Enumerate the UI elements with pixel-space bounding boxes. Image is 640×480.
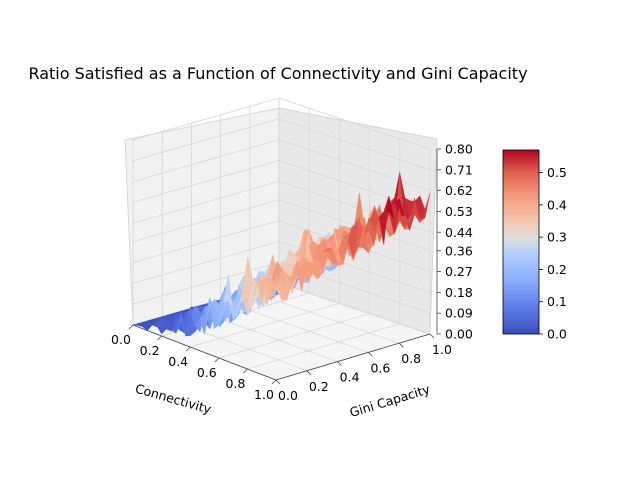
colorbar-tick-label: 0.5 xyxy=(547,165,567,180)
surface-patch xyxy=(271,275,282,302)
y-tick-mark xyxy=(368,352,373,357)
z-tick-label: 0.44 xyxy=(445,225,473,240)
x-tick-label: 1.0 xyxy=(254,387,274,402)
z-tick-label: 0.53 xyxy=(445,204,473,219)
y-axis-line xyxy=(275,333,431,381)
x-tick-label: 0.8 xyxy=(225,376,245,391)
x-tick-mark xyxy=(214,357,220,363)
colorbar-tick-label: 0.0 xyxy=(547,327,567,342)
z-tick-label: 0.62 xyxy=(445,183,473,198)
colorbar-tick-label: 0.4 xyxy=(547,197,567,212)
x-tick-mark xyxy=(271,379,277,385)
y-tick-label: 1.0 xyxy=(432,342,452,357)
floor-grid-line-y xyxy=(249,291,400,344)
y-tick-label: 0.0 xyxy=(278,388,298,403)
z-tick-label: 0.36 xyxy=(445,243,473,258)
z-tick-label: 0.09 xyxy=(445,306,473,321)
pane-group xyxy=(124,107,438,381)
y-tick-mark xyxy=(337,361,342,366)
x-tick-mark xyxy=(243,368,248,374)
floor-grid-line-x xyxy=(190,303,340,348)
chart-title: Ratio Satisfied as a Function of Connect… xyxy=(28,64,527,83)
x-tick-label: 0.2 xyxy=(140,343,160,358)
z-tick-label: 0.00 xyxy=(445,327,473,342)
surface-mesh xyxy=(132,172,431,337)
colorbar-tick-label: 0.1 xyxy=(547,294,567,309)
z-grid-line xyxy=(132,220,431,272)
y-tick-label: 0.2 xyxy=(309,379,329,394)
colorbar-tick-label: 0.2 xyxy=(547,262,567,277)
x-tick-label: 0.6 xyxy=(197,365,217,380)
colorbar-tick-label: 0.3 xyxy=(547,230,567,245)
z-grid-line xyxy=(132,118,431,171)
y-axis-label: Gini Capacity xyxy=(348,381,432,420)
floor-grid-line-x xyxy=(218,313,370,359)
x-tick-mark xyxy=(157,335,162,341)
z-tick-label: 0.80 xyxy=(445,142,473,157)
floor-grid-line-x xyxy=(247,323,400,370)
z-tick-label: 0.18 xyxy=(445,285,473,300)
x-axis-label: Connectivity xyxy=(134,381,214,417)
colorbar-gradient xyxy=(502,149,540,335)
tick-labels: 0.00.20.40.60.81.0 0.00.20.40.60.81.00.00… xyxy=(111,142,473,404)
x-tick-mark xyxy=(128,324,134,330)
x-tick-label: 0.0 xyxy=(111,332,131,347)
y-tick-mark xyxy=(275,379,281,385)
z-grid-line xyxy=(132,97,431,150)
x-tick-mark xyxy=(185,346,191,352)
colorbar-ticks: 0.0 0.1 0.2 0.3 0.4 0.5 xyxy=(539,165,567,342)
y-tick-mark xyxy=(398,342,404,348)
z-grid-line xyxy=(132,240,431,293)
y-tick-label: 0.8 xyxy=(401,351,421,366)
y-tick-label: 0.6 xyxy=(370,360,390,375)
z-grid-line xyxy=(132,160,431,212)
y-tick-mark xyxy=(306,370,312,376)
y-tick-label: 0.4 xyxy=(340,370,360,385)
axis-lines xyxy=(132,149,438,381)
z-tick-label: 0.27 xyxy=(445,264,473,279)
y-tick-mark xyxy=(429,333,435,339)
x-tick-label: 0.4 xyxy=(168,354,188,369)
z-tick-label: 0.71 xyxy=(445,162,473,177)
x-axis-line xyxy=(132,324,277,381)
z-grid-line xyxy=(132,139,431,192)
colorbar: 0.0 0.1 0.2 0.3 0.4 0.5 xyxy=(502,149,567,342)
